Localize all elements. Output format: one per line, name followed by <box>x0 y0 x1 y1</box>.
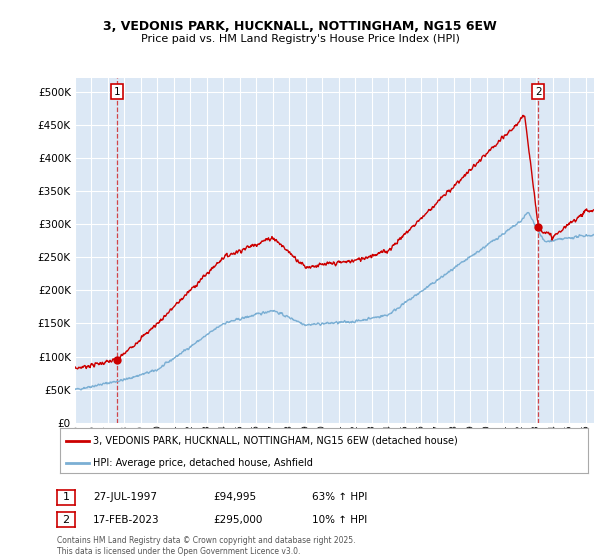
Text: 2: 2 <box>535 87 542 97</box>
Text: 17-FEB-2023: 17-FEB-2023 <box>93 515 160 525</box>
Text: 27-JUL-1997: 27-JUL-1997 <box>93 492 157 502</box>
Text: 3, VEDONIS PARK, HUCKNALL, NOTTINGHAM, NG15 6EW: 3, VEDONIS PARK, HUCKNALL, NOTTINGHAM, N… <box>103 20 497 32</box>
Text: £94,995: £94,995 <box>213 492 256 502</box>
Text: 2: 2 <box>62 515 70 525</box>
Text: 1: 1 <box>62 492 70 502</box>
Text: £295,000: £295,000 <box>213 515 262 525</box>
Text: HPI: Average price, detached house, Ashfield: HPI: Average price, detached house, Ashf… <box>93 458 313 468</box>
Text: Price paid vs. HM Land Registry's House Price Index (HPI): Price paid vs. HM Land Registry's House … <box>140 34 460 44</box>
Text: 3, VEDONIS PARK, HUCKNALL, NOTTINGHAM, NG15 6EW (detached house): 3, VEDONIS PARK, HUCKNALL, NOTTINGHAM, N… <box>93 436 458 446</box>
Text: Contains HM Land Registry data © Crown copyright and database right 2025.
This d: Contains HM Land Registry data © Crown c… <box>57 536 355 556</box>
Text: 63% ↑ HPI: 63% ↑ HPI <box>312 492 367 502</box>
Text: 10% ↑ HPI: 10% ↑ HPI <box>312 515 367 525</box>
Text: 1: 1 <box>114 87 121 97</box>
